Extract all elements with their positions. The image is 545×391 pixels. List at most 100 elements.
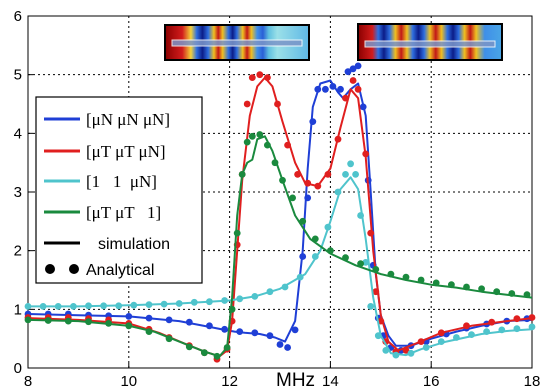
x-tick-label: 14 <box>322 373 339 390</box>
data-point-cyan <box>422 344 430 351</box>
legend-label-analytical: Analytical <box>86 262 154 279</box>
data-point-cyan <box>468 331 475 338</box>
data-point-cyan <box>367 303 375 310</box>
data-point-cyan <box>392 351 400 359</box>
data-point-green <box>271 159 279 167</box>
data-point-green <box>372 266 380 273</box>
data-point-red <box>372 288 380 296</box>
data-point-green <box>185 343 193 351</box>
data-point-blue <box>276 341 284 348</box>
data-point-green <box>85 318 92 326</box>
data-point-cyan <box>407 349 415 357</box>
data-point-blue <box>337 85 344 93</box>
data-point-blue <box>284 344 291 351</box>
data-point-cyan <box>70 303 77 310</box>
data-point-cyan <box>437 338 445 345</box>
data-point-blue <box>314 85 322 93</box>
data-point-blue <box>236 328 244 335</box>
data-point-cyan <box>382 347 390 354</box>
data-point-red <box>362 150 370 158</box>
data-point-blue <box>145 314 153 322</box>
data-point-green <box>248 132 256 140</box>
data-point-cyan <box>54 303 62 310</box>
data-point-green <box>279 176 286 184</box>
data-point-cyan <box>498 326 506 334</box>
data-point-green <box>523 291 531 299</box>
data-point-cyan <box>357 212 364 219</box>
data-point-cyan <box>221 297 229 304</box>
data-point-cyan <box>24 303 32 310</box>
data-point-green <box>238 171 246 178</box>
legend-marker-analytical-2 <box>69 264 79 274</box>
data-point-blue <box>206 322 213 330</box>
legend-label-blue: [μN μN μN] <box>86 110 170 129</box>
data-point-green <box>402 273 410 281</box>
data-point-green <box>44 317 52 324</box>
data-point-blue <box>344 68 352 76</box>
data-point-cyan <box>528 323 536 331</box>
x-tick-label: 16 <box>423 373 440 390</box>
x-tick-label: 8 <box>24 373 32 390</box>
legend-box <box>35 96 203 284</box>
y-tick-label: 5 <box>14 67 22 84</box>
data-point-green <box>311 235 319 243</box>
data-point-green <box>243 138 251 146</box>
data-point-blue <box>309 118 317 125</box>
data-point-green <box>299 217 307 225</box>
data-point-cyan <box>251 293 259 300</box>
data-point-green <box>228 305 236 313</box>
data-point-green <box>64 317 72 325</box>
x-tick-label: 12 <box>221 373 238 390</box>
data-point-green <box>125 322 133 330</box>
data-point-cyan <box>324 223 332 231</box>
data-point-red <box>264 74 271 81</box>
data-point-blue <box>185 318 193 326</box>
data-point-green <box>165 335 173 343</box>
y-tick-label: 0 <box>14 360 22 377</box>
data-point-cyan <box>513 325 521 333</box>
data-point-green <box>387 270 395 278</box>
data-point-green <box>448 281 455 289</box>
data-point-cyan <box>334 188 342 196</box>
y-tick-label: 3 <box>14 184 22 201</box>
legend-label-cyan: [1 1 μN] <box>86 172 157 191</box>
data-point-cyan <box>281 283 289 291</box>
data-point-blue <box>329 83 337 90</box>
data-point-red <box>488 318 496 326</box>
data-point-cyan <box>190 298 198 306</box>
data-point-blue <box>125 313 133 320</box>
x-tick-label: 10 <box>120 373 137 390</box>
data-point-cyan <box>39 303 47 310</box>
data-point-green <box>201 349 208 357</box>
data-series <box>24 62 536 363</box>
data-point-cyan <box>296 273 304 281</box>
y-tick-label: 4 <box>14 125 22 142</box>
data-point-blue <box>349 65 357 73</box>
y-tick-label: 1 <box>14 301 22 318</box>
data-point-green <box>233 229 241 237</box>
data-point-blue <box>322 85 329 93</box>
data-point-blue <box>304 194 312 202</box>
data-point-red <box>294 171 301 178</box>
data-point-green <box>478 285 485 293</box>
data-point-red <box>463 322 470 330</box>
data-point-cyan <box>483 328 490 335</box>
data-point-red <box>437 329 445 337</box>
data-point-green <box>357 260 364 267</box>
data-point-cyan <box>342 171 349 178</box>
data-point-blue <box>251 329 259 337</box>
data-point-red <box>513 315 521 323</box>
data-point-red <box>248 74 256 81</box>
data-point-green <box>508 290 516 297</box>
data-point-green <box>342 254 349 262</box>
data-point-green <box>145 328 153 335</box>
data-point-cyan <box>175 300 183 307</box>
x-axis-label: MHz <box>276 370 315 391</box>
data-point-green <box>417 276 425 284</box>
data-point-cyan <box>362 259 370 266</box>
data-point-red <box>284 141 291 149</box>
data-point-red <box>243 100 251 108</box>
data-point-cyan <box>145 301 153 308</box>
data-point-cyan <box>374 332 382 340</box>
